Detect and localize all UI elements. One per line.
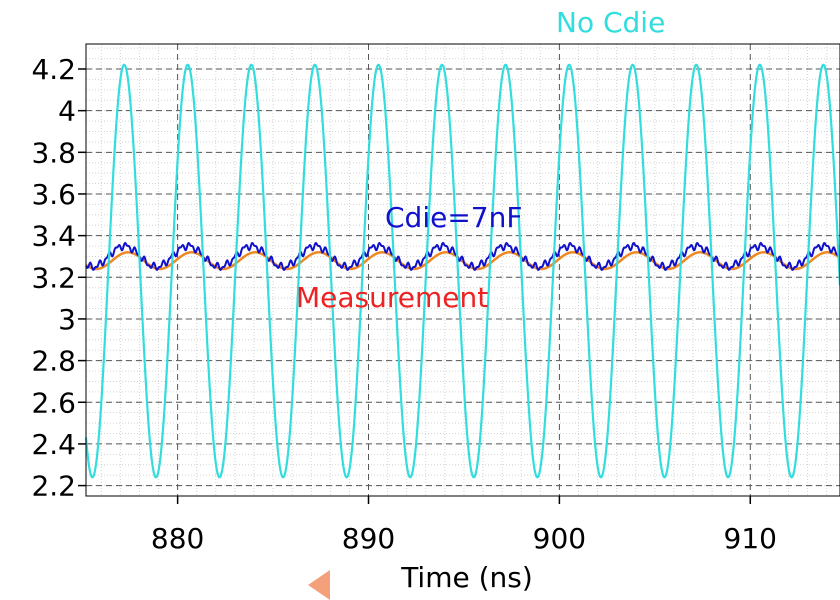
x-tick-label: 890	[342, 522, 395, 555]
plot-frame	[85, 43, 840, 497]
y-tick-label: 2.2	[31, 470, 76, 503]
y-tick-label: 4	[58, 95, 76, 128]
annotation-no-cdie: No Cdie	[556, 6, 665, 39]
x-axis-ticks: 880 890 900 910	[151, 496, 777, 555]
y-tick-label: 3	[58, 303, 76, 336]
y-tick-label: 3.6	[31, 178, 76, 211]
x-tick-label: 880	[151, 522, 204, 555]
annotation-cdie-7nf: Cdie=7nF	[385, 201, 522, 234]
x-tick-label: 900	[533, 522, 586, 555]
y-tick-label: 3.8	[31, 136, 76, 169]
y-tick-label: 3.2	[31, 261, 76, 294]
y-tick-label: 4.2	[31, 53, 76, 86]
y-tick-label: 2.4	[31, 428, 76, 461]
y-tick-label: 2.6	[31, 386, 76, 419]
y-tick-label: 3.4	[31, 220, 76, 253]
series-layer	[84, 63, 840, 479]
y-tick-label: 2.8	[31, 345, 76, 378]
left-arrow-icon	[308, 570, 330, 600]
annotation-measurement: Measurement	[296, 281, 488, 314]
plot-background	[86, 44, 840, 496]
x-tick-label: 910	[724, 522, 777, 555]
series-no-cdie-line	[84, 63, 840, 479]
series-cdie-7nf-line	[85, 241, 840, 272]
x-axis-label: Time (ns)	[400, 561, 533, 594]
y-axis-ticks: 2.2 2.4 2.6 2.8 3 3.2 3.4 3.6 3.8 4 4.2	[31, 53, 86, 503]
